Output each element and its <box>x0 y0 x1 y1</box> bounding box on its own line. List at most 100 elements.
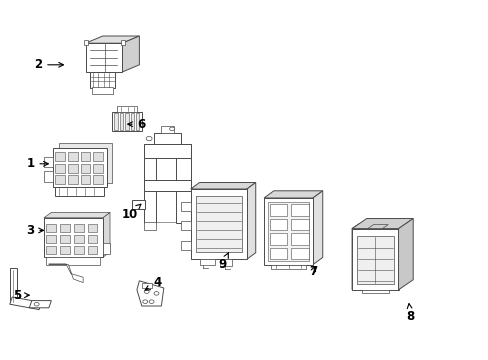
Polygon shape <box>10 268 17 304</box>
Circle shape <box>169 127 174 131</box>
Polygon shape <box>181 202 190 211</box>
Polygon shape <box>85 36 139 43</box>
Polygon shape <box>55 164 65 173</box>
Polygon shape <box>269 248 286 259</box>
Polygon shape <box>367 225 387 229</box>
Polygon shape <box>137 281 163 306</box>
Polygon shape <box>161 126 174 133</box>
Circle shape <box>144 290 149 293</box>
Polygon shape <box>154 133 181 144</box>
Polygon shape <box>93 164 103 173</box>
Polygon shape <box>122 36 139 72</box>
Polygon shape <box>60 246 70 254</box>
Polygon shape <box>55 152 65 161</box>
Polygon shape <box>351 229 398 290</box>
Polygon shape <box>87 224 97 232</box>
Text: 10: 10 <box>121 204 141 221</box>
Polygon shape <box>181 241 190 250</box>
Text: 4: 4 <box>145 276 161 290</box>
Polygon shape <box>53 148 106 187</box>
Text: 5: 5 <box>13 289 29 302</box>
Polygon shape <box>181 221 190 230</box>
Polygon shape <box>120 113 123 130</box>
Polygon shape <box>46 246 56 254</box>
Polygon shape <box>10 297 41 310</box>
Polygon shape <box>44 218 102 257</box>
Polygon shape <box>361 290 388 293</box>
Polygon shape <box>60 224 70 232</box>
Polygon shape <box>291 248 308 259</box>
Polygon shape <box>136 113 139 130</box>
Polygon shape <box>49 264 83 283</box>
Polygon shape <box>246 183 255 259</box>
Polygon shape <box>125 113 128 130</box>
Circle shape <box>34 302 39 306</box>
Polygon shape <box>267 202 308 261</box>
Polygon shape <box>351 224 359 290</box>
Polygon shape <box>87 235 97 243</box>
Polygon shape <box>81 152 90 161</box>
Circle shape <box>149 300 154 303</box>
Polygon shape <box>90 72 115 88</box>
Polygon shape <box>264 198 312 265</box>
Text: 7: 7 <box>308 265 316 278</box>
Polygon shape <box>46 257 100 265</box>
Polygon shape <box>190 183 255 189</box>
Polygon shape <box>398 219 412 290</box>
Polygon shape <box>44 171 53 182</box>
Polygon shape <box>74 246 83 254</box>
Polygon shape <box>84 40 88 45</box>
Polygon shape <box>291 204 308 216</box>
Polygon shape <box>291 219 308 230</box>
Polygon shape <box>312 191 322 265</box>
Polygon shape <box>144 180 190 191</box>
Polygon shape <box>264 191 322 198</box>
Polygon shape <box>87 246 97 254</box>
Polygon shape <box>291 233 308 245</box>
Polygon shape <box>132 200 145 209</box>
Polygon shape <box>351 219 412 229</box>
Polygon shape <box>142 283 151 288</box>
Polygon shape <box>269 204 286 216</box>
Polygon shape <box>220 259 232 266</box>
Polygon shape <box>59 143 112 183</box>
Polygon shape <box>117 106 137 112</box>
Polygon shape <box>356 236 393 284</box>
Polygon shape <box>74 235 83 243</box>
Polygon shape <box>114 113 118 130</box>
Polygon shape <box>55 187 104 196</box>
Polygon shape <box>144 144 156 223</box>
Polygon shape <box>144 144 190 158</box>
Polygon shape <box>93 152 103 161</box>
Text: 9: 9 <box>218 253 228 271</box>
Polygon shape <box>29 301 51 308</box>
Polygon shape <box>74 224 83 232</box>
Polygon shape <box>269 219 286 230</box>
Polygon shape <box>195 196 242 252</box>
Circle shape <box>146 136 152 141</box>
Polygon shape <box>68 152 78 161</box>
Polygon shape <box>60 235 70 243</box>
Polygon shape <box>271 265 305 269</box>
Polygon shape <box>46 224 56 232</box>
Text: 2: 2 <box>34 58 63 71</box>
Polygon shape <box>85 43 122 72</box>
Polygon shape <box>121 40 125 45</box>
Polygon shape <box>190 189 246 259</box>
Text: 1: 1 <box>26 157 48 170</box>
Polygon shape <box>44 212 110 218</box>
Text: 3: 3 <box>26 224 43 237</box>
Polygon shape <box>112 112 142 131</box>
Polygon shape <box>68 175 78 184</box>
Polygon shape <box>102 212 110 257</box>
Polygon shape <box>93 175 103 184</box>
Polygon shape <box>46 235 56 243</box>
Polygon shape <box>81 164 90 173</box>
Polygon shape <box>269 233 286 245</box>
Polygon shape <box>144 222 156 230</box>
Polygon shape <box>102 243 110 254</box>
Polygon shape <box>68 164 78 173</box>
Polygon shape <box>55 175 65 184</box>
Text: 8: 8 <box>406 303 414 323</box>
Polygon shape <box>92 87 113 94</box>
